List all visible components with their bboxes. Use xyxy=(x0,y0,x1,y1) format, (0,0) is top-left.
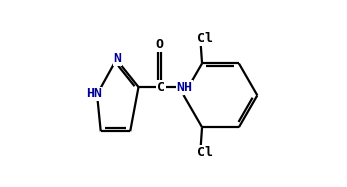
Text: NH: NH xyxy=(177,81,193,94)
Text: O: O xyxy=(155,38,163,51)
Text: N: N xyxy=(113,52,121,65)
Text: C: C xyxy=(157,81,165,94)
Text: HN: HN xyxy=(86,87,102,100)
Text: Cl: Cl xyxy=(197,146,213,159)
Text: Cl: Cl xyxy=(197,32,213,45)
